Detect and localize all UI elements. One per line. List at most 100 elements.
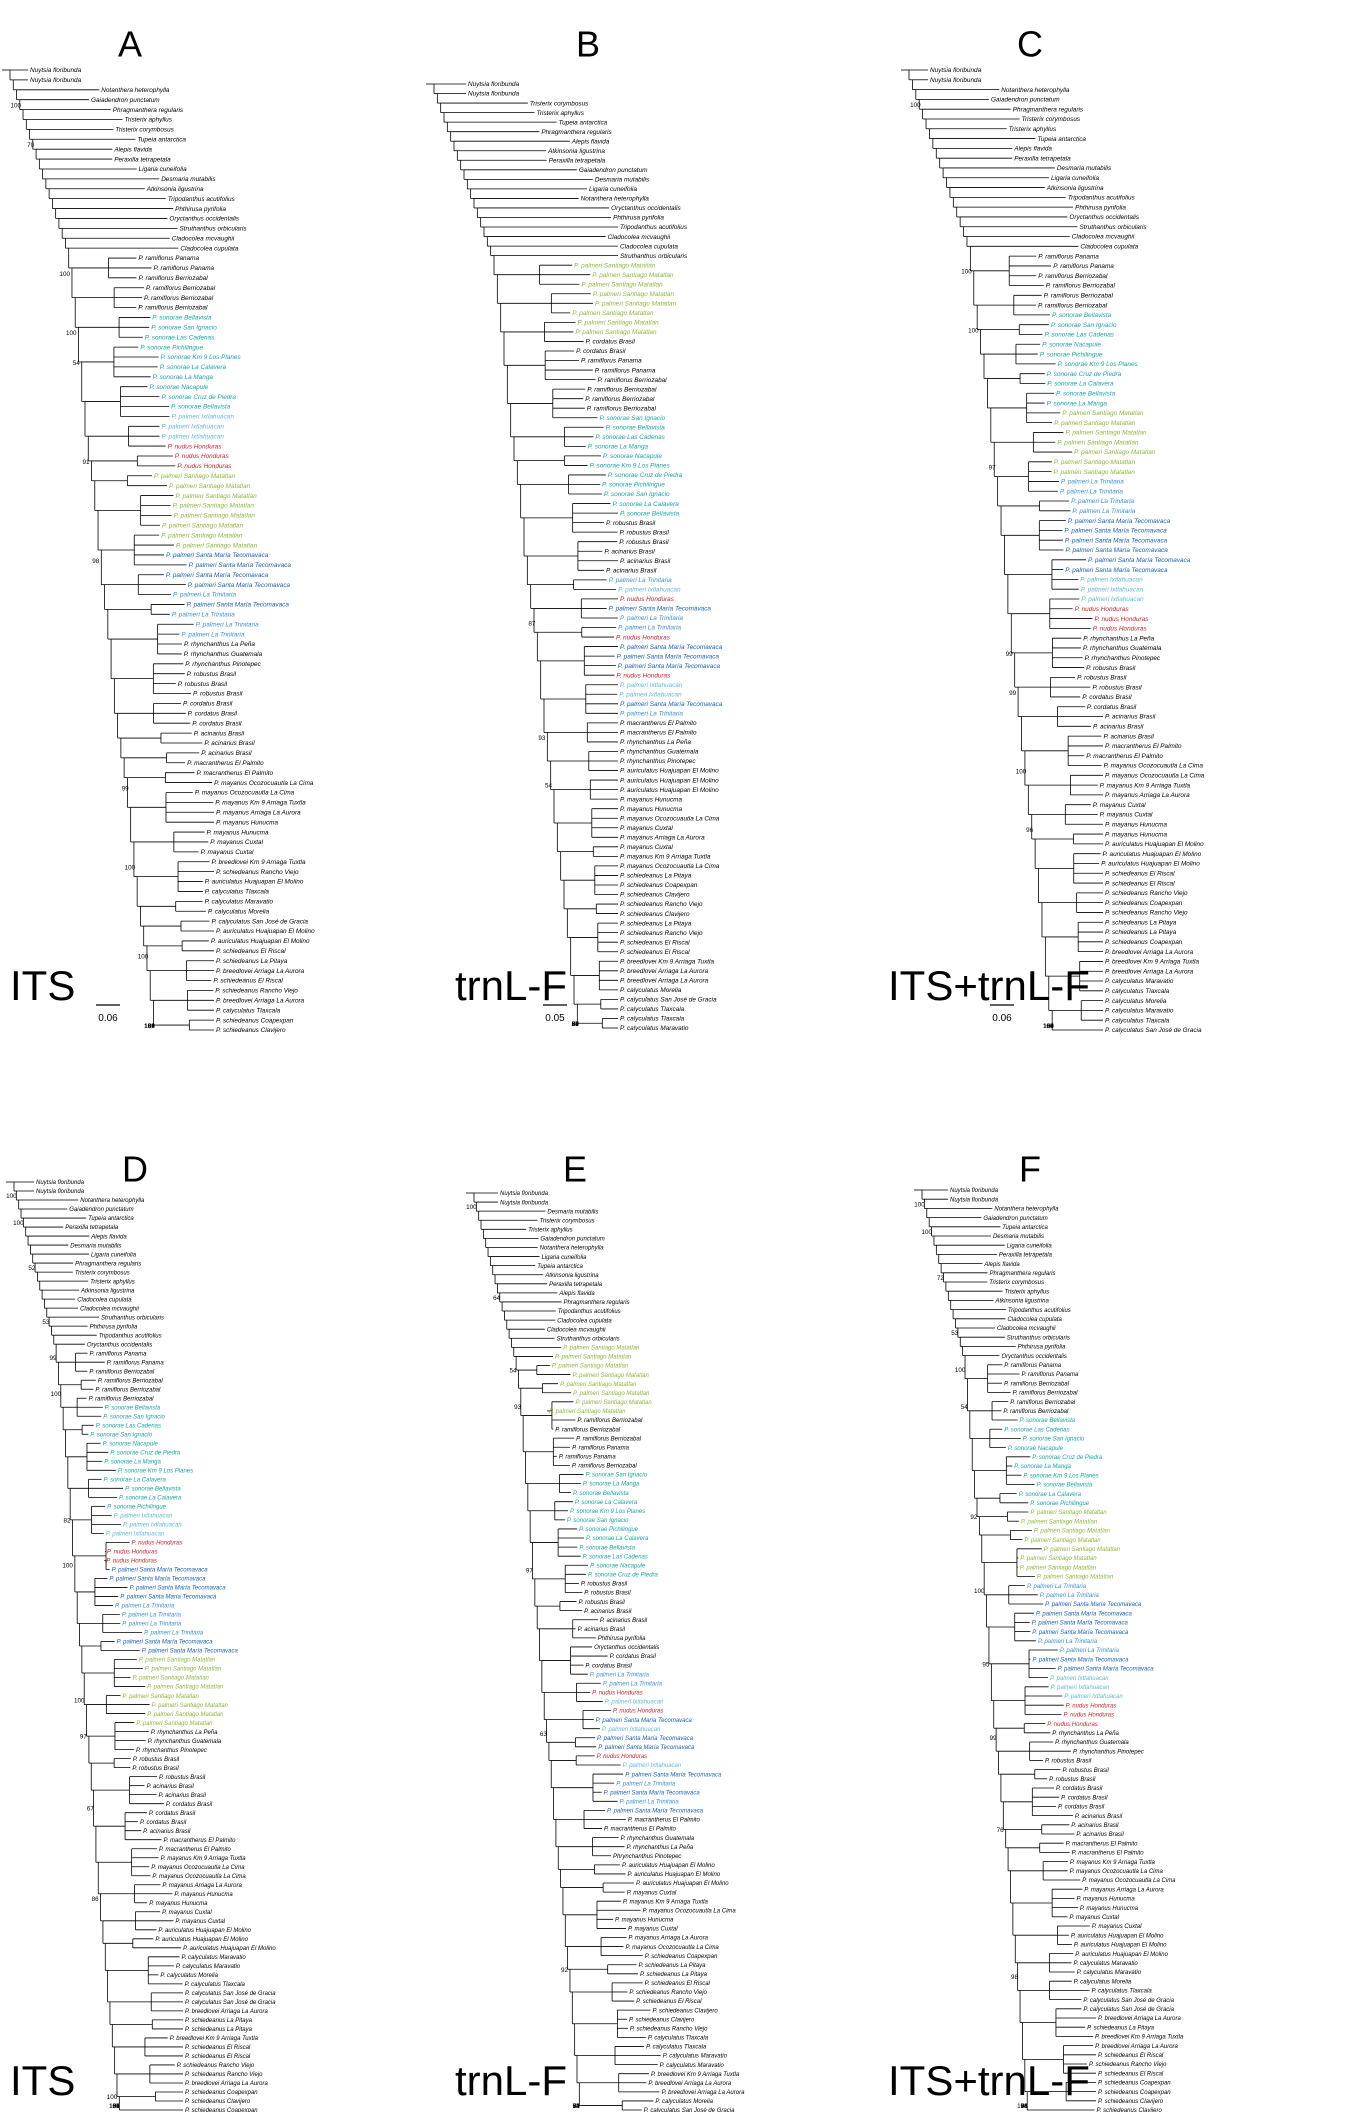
tip-label: P. macrantherus El Palmito (197, 770, 274, 777)
tip-label: P. cordatus Brasil (576, 348, 626, 355)
tip-label: P. palmeri La Trinitaria (1071, 498, 1134, 505)
tip-label: P. calyculatus Maravatio (1077, 1970, 1142, 1976)
tip-label: P. palmeri Santiago Matatlan (1020, 1556, 1097, 1562)
tip-label: P. sonorae San Ignacio (585, 1473, 647, 1479)
tree-branches (6, 1181, 183, 2111)
tip-label: P. mayanus Ocozocuautla La Cima (151, 1865, 245, 1871)
tip-label: P. schiedeanus Clavijero (1097, 2108, 1163, 2112)
support-value: 100 (1043, 1023, 1054, 1030)
tip-label: P. calyculatus Tlaxcala (1091, 1989, 1152, 1995)
tip-label: P. palmeri Santiago Matatlan (123, 1694, 200, 1700)
tip-label: P. auriculatus Huajuapan El Molino (1103, 851, 1202, 858)
tip-label: P. palmeri Santiago Matatlan (1054, 469, 1136, 476)
tip-label: P. sonorae Las Cadenas (145, 334, 215, 341)
tip-label: P. mayanus Hunucma (174, 1892, 233, 1898)
tip-label: P. acinarius Brasil (1093, 724, 1144, 731)
tip-label: P. sonorae La Calavera (612, 501, 679, 508)
tip-label: Tristerix corymbosus (540, 1218, 595, 1224)
tip-label: P. palmeri Santiago Matatlan (552, 1364, 629, 1370)
tip-label: P. palmeri La Trinitaria (609, 577, 672, 584)
panel-letter: C (1017, 23, 1043, 64)
tip-label: P. palmeri Santiago Matatlan (575, 329, 657, 336)
tip-label: P. palmeri Santiago Matatlan (575, 1400, 652, 1406)
tip-label: P. breedlovei Km 9 Arriaga Tuxtla (651, 2072, 740, 2078)
tip-label: P. calyculatus San José de Gracia (1105, 1027, 1202, 1034)
tip-label: P. macrantherus El Palmito (628, 1818, 701, 1824)
tip-label: P. sonorae La Calavera (586, 1536, 649, 1542)
tip-label: Phthirusa pyrifolia (613, 215, 664, 222)
support-value: 95 (982, 1661, 990, 1668)
tip-label: P. sonorae Pichilingue (1030, 1501, 1090, 1507)
tip-label: P. sonorae Pichilingue (107, 1505, 167, 1511)
support-value: 100 (109, 2103, 120, 2110)
tip-label: P. rhynchanthus La Peña (151, 1730, 218, 1736)
tip-label: Peraxilla tetrapetala (1014, 155, 1071, 162)
tip-label: Tristerix corymbosus (530, 100, 589, 107)
support-value: 54 (73, 360, 81, 367)
support-value: 93 (514, 1404, 522, 1411)
tip-label: P. calyculatus Maravatio (620, 1025, 689, 1032)
tip-label: Cladocolea cupulata (557, 1318, 612, 1324)
tip-label: Peraxilla tetrapetala (549, 1282, 603, 1288)
tip-label: P. ramiflorus Berriozabal (1003, 1409, 1069, 1415)
tip-label: P. mayanus Ocozocuautla La Cima (195, 790, 295, 797)
tip-label: P. macrantherus El Palmito (620, 730, 697, 737)
support-value: 92 (561, 1967, 569, 1974)
tip-label: Gaiadendron punctatum (540, 1237, 604, 1243)
tip-label: Atkinsonia ligustrina (80, 1288, 135, 1294)
tip-label: Nuytsia floribunda (468, 91, 520, 98)
support-value: 74 (1021, 2103, 1029, 2110)
tip-label: P. nudus Honduras (597, 1754, 648, 1760)
panel-b: B Nuytsia floribunda Nuytsia floribunda Tri… (426, 23, 723, 1032)
support-value: 64 (573, 2103, 581, 2110)
tip-label: P. palmeri Santa María Tecomavaca (617, 653, 720, 660)
support-value: 64 (1047, 1023, 1055, 1030)
tip-label: P. palmeri Ixtlahuacan (161, 423, 224, 430)
tip-label: Gaiadendron punctatum (983, 1216, 1047, 1222)
tip-label: P. palmeri Santiago Matatlan (1065, 430, 1147, 437)
tip-label: P. ramiflorus Berriozabal (577, 1418, 643, 1424)
tip-label: P. calyculatus Morelia (1105, 998, 1167, 1005)
tree-branches (2, 69, 214, 1031)
tip-label: P. calyculatus Maravatio (181, 1955, 246, 1961)
panel-letter: E (563, 1148, 587, 1189)
tip-label: P. mayanus Km 9 Arriaga Tuxtla (161, 1856, 247, 1862)
tip-label: P. calyculatus Morelia (655, 2099, 713, 2105)
tip-label: P. palmeri La Trinitaria (115, 1604, 175, 1610)
tip-label: Tristerix aphyllus (124, 117, 172, 124)
tip-label: P. schiedeanus El Riscal (1098, 2071, 1164, 2077)
tip-label: P. schiedeanus La Pitaya (639, 1963, 707, 1969)
tip-label: P. palmeri Santiago Matatlan (162, 522, 244, 529)
tip-label: P. calyculatus Tlaxcala (620, 1016, 685, 1023)
tip-label: Atkinsonia ligustrina (1046, 185, 1104, 192)
tip-label: P. cordatus Brasil (1087, 704, 1137, 711)
tip-label: P. palmeri Ixtlahuacan (1081, 596, 1144, 603)
tip-label: P. schiedeanus Rancho Viejo (620, 901, 703, 908)
tip-label: P. acinarius Brasil (143, 1829, 191, 1835)
tip-label: P. schiedeanus La Pitaya (1105, 919, 1177, 926)
tip-label: P. palmeri Santiago Matatlan (577, 320, 659, 327)
tip-label: P. calyculatus San José de Gracia (1083, 2007, 1174, 2013)
tip-label: Desmaria mutabilis (161, 176, 216, 183)
tip-label: P. sonorae Km 9 Los Planes (1023, 1473, 1098, 1479)
tip-label: P. auriculatus Huajuapan El Molino (636, 1881, 729, 1887)
tip-label: Nuytsia floribunda (950, 1197, 999, 1203)
tip-label: P. ramiflorus Berriozabal (138, 305, 208, 312)
tip-label: P. sonorae Bellavista (606, 424, 666, 431)
tip-label: P. palmeri Santiago Matatlan (563, 1346, 640, 1352)
support-value: 98 (1021, 2103, 1029, 2110)
tip-label: P. calyculatus San José de Gracia (644, 2108, 735, 2112)
tip-label: P. schiedeanus Rancho Viejo (1105, 890, 1188, 897)
tip-label: P. palmeri Santiago Matatlan (560, 1382, 637, 1388)
tip-label: P. breedlovei Km 9 Arriaga Tuxtla (170, 2036, 259, 2042)
tip-label: P. ramiflorus Berriozabal (1038, 273, 1108, 280)
tip-label: P. sonorae Las Cadenas (1004, 1427, 1069, 1433)
tip-label: P. calyculatus Maravatio (660, 2063, 725, 2069)
marker-label: trnL-F (455, 2057, 567, 2104)
tip-label: Notanthera heterophylla (1001, 87, 1070, 94)
tip-label: P. ramiflorus Panama (1053, 263, 1114, 270)
tip-label: P. calyculatus Tlaxcala (205, 889, 270, 896)
tip-label: Ligaria cuneifolia (541, 1255, 587, 1261)
tip-label: P. ramiflorus Berriozabal (587, 405, 657, 412)
tip-label: P. palmeri Ixtlahuacan (1080, 577, 1143, 584)
